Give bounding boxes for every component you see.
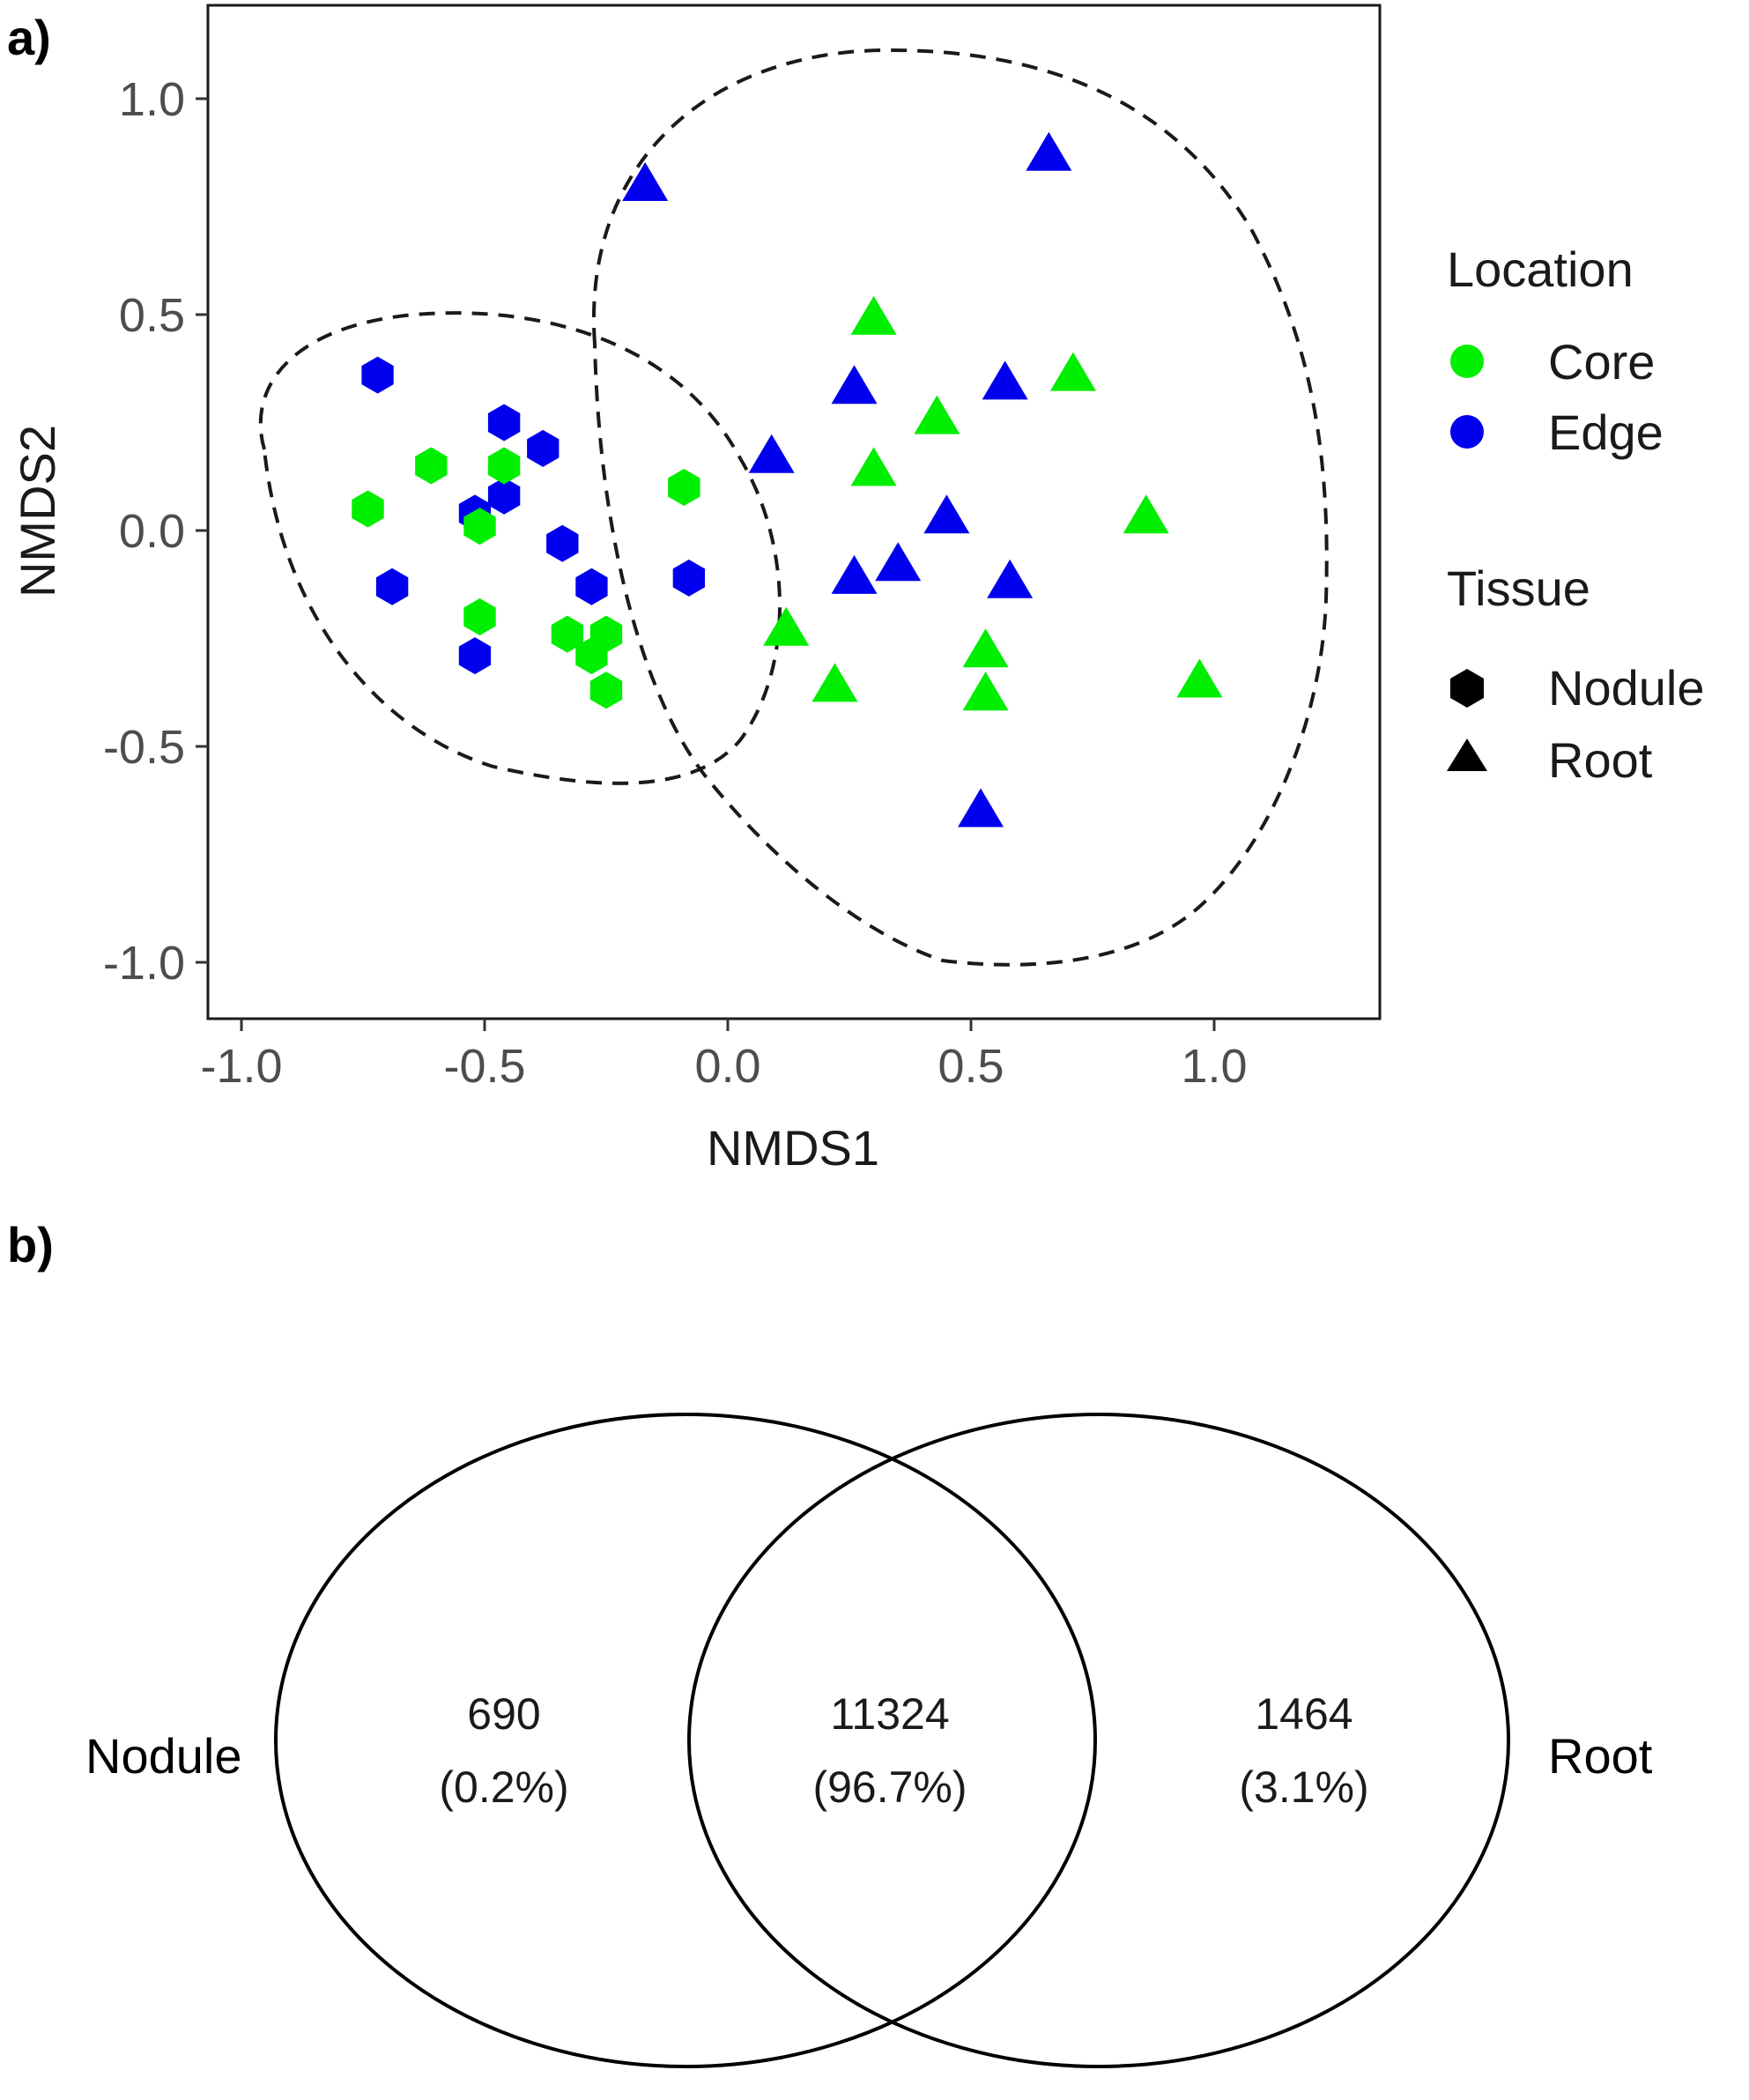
- point-core-root: [850, 295, 897, 335]
- venn-root-circle: [687, 1413, 1510, 2068]
- y-axis-title: NMDS2: [10, 425, 65, 597]
- legend-root-swatch: [1447, 738, 1487, 771]
- x-tick-label: -1.0: [200, 1040, 282, 1093]
- y-tick-label: 1.0: [119, 73, 185, 126]
- venn-root-label: Root: [1548, 1728, 1653, 1784]
- venn-shared-percent: (96.7%): [812, 1762, 967, 1812]
- point-edge-root: [831, 365, 878, 404]
- point-core-nodule: [463, 508, 496, 545]
- legend-edge-label: Edge: [1548, 404, 1664, 460]
- legend-tissue-title: Tissue: [1447, 560, 1590, 616]
- x-axis-title: NMDS1: [707, 1120, 879, 1176]
- point-edge-nodule: [672, 559, 705, 597]
- venn-nodule-circle: [274, 1413, 1097, 2068]
- y-axis-ticks: -1.0 -0.5 0.0 0.5 1.0: [103, 73, 208, 990]
- point-core-nodule: [487, 447, 521, 485]
- point-edge-nodule: [487, 477, 521, 515]
- point-edge-root: [987, 559, 1034, 598]
- legend-edge-swatch: [1450, 415, 1484, 449]
- point-core-root: [1176, 658, 1223, 698]
- venn-nodule-only-percent: (0.2%): [439, 1762, 568, 1812]
- nodule-confidence-ellipse: [258, 311, 782, 785]
- point-edge-nodule: [527, 429, 560, 467]
- point-edge-root: [1026, 131, 1072, 171]
- legend-core-label: Core: [1548, 334, 1655, 390]
- point-edge-root: [622, 162, 669, 201]
- point-core-root: [763, 606, 810, 646]
- point-edge-nodule: [546, 524, 579, 562]
- legend-root-label: Root: [1548, 732, 1653, 788]
- x-tick-label: 1.0: [1181, 1040, 1247, 1093]
- y-tick-label: -0.5: [103, 721, 185, 774]
- point-edge-nodule: [375, 568, 409, 605]
- legend-nodule-label: Nodule: [1548, 660, 1704, 716]
- venn-nodule-only-count: 690: [467, 1689, 540, 1739]
- point-core-root: [1049, 352, 1096, 391]
- point-core-root: [962, 628, 1009, 668]
- point-core-nodule: [589, 672, 623, 709]
- venn-root-only-count: 1464: [1255, 1689, 1353, 1739]
- point-core-root: [812, 663, 858, 702]
- point-edge-nodule: [575, 568, 608, 605]
- venn-root-only-percent: (3.1%): [1239, 1762, 1368, 1812]
- point-core-nodule: [668, 469, 700, 506]
- legend-nodule-swatch: [1450, 669, 1484, 708]
- x-tick-label: 0.0: [694, 1040, 760, 1093]
- point-edge-root: [748, 434, 795, 473]
- point-core-root: [850, 447, 897, 486]
- point-edge-root: [831, 554, 878, 594]
- y-tick-label: -1.0: [103, 937, 185, 990]
- x-tick-label: 0.5: [937, 1040, 1004, 1093]
- point-edge-root: [958, 788, 1004, 827]
- point-edge-nodule: [361, 356, 394, 394]
- x-tick-label: -0.5: [443, 1040, 525, 1093]
- point-core-nodule: [352, 490, 384, 528]
- point-edge-nodule: [487, 404, 521, 442]
- legend-core-swatch: [1450, 345, 1484, 378]
- point-core-nodule: [551, 615, 583, 653]
- point-core-nodule: [575, 637, 608, 675]
- point-edge-root: [875, 542, 922, 582]
- venn-nodule-label: Nodule: [85, 1728, 241, 1784]
- root-confidence-ellipse: [591, 48, 1329, 967]
- point-core-nodule: [463, 598, 496, 635]
- legend: Location Core Edge Tissue Nodule Root: [1447, 241, 1704, 788]
- point-core-root: [962, 672, 1009, 711]
- point-core-root: [1123, 494, 1169, 534]
- points-layer: [352, 131, 1223, 827]
- y-tick-label: 0.5: [119, 289, 185, 342]
- point-edge-root: [982, 360, 1028, 400]
- point-core-root: [914, 395, 960, 434]
- plot-panel-border: [206, 4, 1382, 1020]
- point-core-nodule: [415, 447, 448, 485]
- point-edge-root: [923, 494, 970, 534]
- panel-b-label: b): [7, 1217, 54, 1273]
- legend-location-title: Location: [1447, 241, 1634, 297]
- x-axis-ticks: -1.0 -0.5 0.0 0.5 1.0: [200, 1019, 1248, 1093]
- point-edge-nodule: [458, 637, 492, 675]
- venn-shared-count: 11324: [830, 1689, 949, 1739]
- y-tick-label: 0.0: [119, 505, 185, 558]
- ellipse-layer: [258, 48, 1329, 967]
- panel-a-label: a): [7, 10, 51, 65]
